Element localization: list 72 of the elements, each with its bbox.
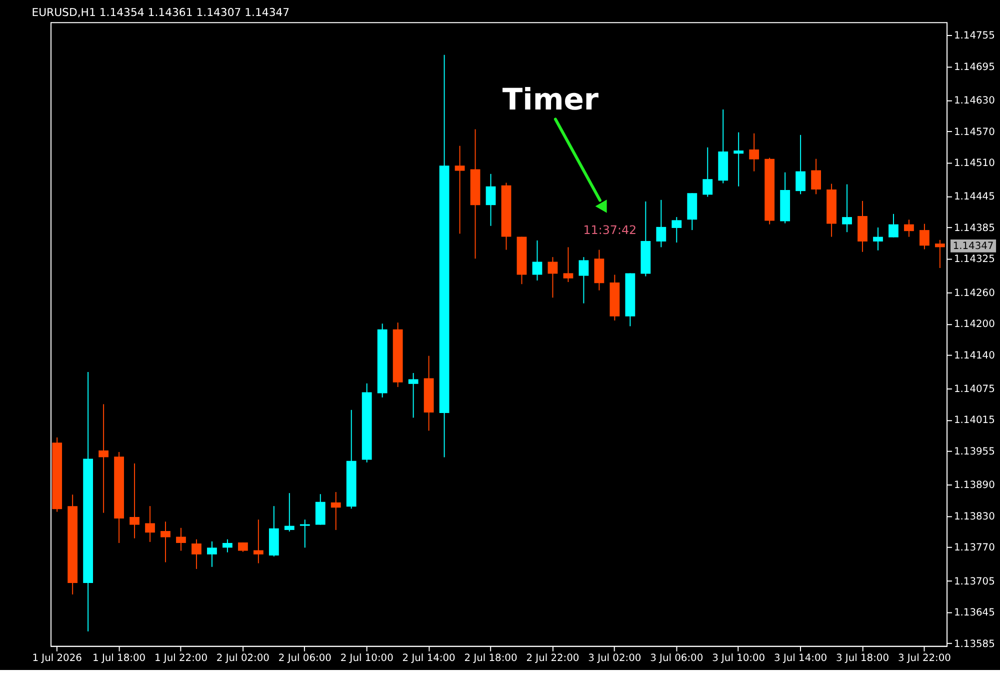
- candlestick: [548, 256, 558, 298]
- candlestick: [734, 132, 744, 187]
- y-tick-label: 1.14075: [954, 384, 995, 396]
- candlestick: [811, 158, 821, 195]
- y-tick-label: 1.14445: [954, 192, 995, 203]
- candlestick: [656, 199, 666, 248]
- candlestick: [486, 173, 496, 226]
- candlestick: [408, 372, 418, 418]
- candlestick: [532, 240, 542, 281]
- candlestick: [920, 223, 930, 250]
- x-tick-label: 3 Jul 10:00: [712, 653, 766, 664]
- y-tick-label: 1.14570: [954, 126, 995, 138]
- x-tick-label: 1 Jul 2026: [32, 653, 82, 664]
- candlestick: [284, 492, 294, 532]
- candlestick: [253, 519, 264, 564]
- x-tick-label: 2 Jul 18:00: [464, 653, 518, 664]
- candlestick: [130, 462, 140, 539]
- candlestick: [98, 404, 108, 514]
- y-tick-label: 1.14385: [954, 222, 995, 234]
- candlestick: [300, 519, 310, 548]
- candlestick: [330, 492, 341, 530]
- y-tick-label: 1.14325: [954, 254, 995, 266]
- candlestick: [160, 521, 170, 563]
- x-tick-label: 2 Jul 02:00: [216, 653, 270, 664]
- candlestick: [749, 132, 760, 172]
- y-tick-label: 1.13705: [954, 576, 995, 588]
- candlestick: [315, 494, 326, 526]
- x-tick-label: 3 Jul 06:00: [650, 653, 704, 664]
- candlestick: [796, 134, 806, 195]
- x-tick-label: 2 Jul 22:00: [526, 653, 580, 664]
- y-tick-label: 1.14510: [954, 158, 995, 169]
- y-tick-label: 1.13585: [954, 638, 995, 650]
- chart-title: EURUSD,H1 1.14354 1.14361 1.14307 1.14347: [32, 6, 290, 20]
- candlestick: [192, 538, 202, 570]
- x-tick-label: 3 Jul 22:00: [898, 653, 951, 664]
- y-tick-label: 1.13890: [954, 480, 995, 492]
- x-tick-label: 1 Jul 18:00: [92, 653, 146, 664]
- candlestick: [563, 246, 574, 283]
- annotation: 11:37:42: [583, 223, 637, 238]
- y-tick-label: 1.14755: [954, 30, 995, 42]
- candlestick: [904, 219, 914, 238]
- x-tick-label: 3 Jul 02:00: [588, 653, 642, 664]
- candlestick: [176, 527, 186, 552]
- x-tick-label: 3 Jul 14:00: [774, 653, 828, 664]
- candlestick: [207, 540, 217, 568]
- y-tick-label: 1.13770: [954, 542, 995, 554]
- text: 1.14347: [952, 240, 994, 252]
- y-tick-label: 1.13955: [954, 446, 995, 458]
- candlestick: [873, 226, 883, 251]
- candlestick: [842, 184, 852, 233]
- x-tick-label: 2 Jul 10:00: [340, 653, 394, 664]
- y-tick-label: 1.14695: [954, 62, 995, 73]
- candlestick: [222, 538, 232, 553]
- x-tick-label: 2 Jul 06:00: [278, 653, 332, 664]
- x-tick-label: 3 Jul 18:00: [836, 653, 890, 664]
- candlestick: [672, 216, 682, 244]
- y-tick-label: 1.13645: [954, 608, 995, 619]
- candlestick: [454, 145, 465, 234]
- candlestick: [145, 506, 155, 542]
- candlestick: [888, 213, 898, 238]
- y-tick-label: 1.14140: [954, 350, 995, 362]
- y-tick-label: 1.14200: [954, 319, 995, 330]
- y-tick-label: 1.14260: [954, 288, 995, 299]
- y-tick-label: 1.14630: [954, 96, 995, 107]
- candlestick: [702, 146, 713, 198]
- x-tick-label: 1 Jul 22:00: [154, 653, 208, 664]
- candlestick: [578, 256, 589, 304]
- y-tick-label: 1.14015: [954, 415, 995, 426]
- x-tick-label: 2 Jul 14:00: [402, 653, 456, 664]
- candlestick: [935, 239, 945, 268]
- y-tick-label: 1.13830: [954, 511, 995, 522]
- annotation: Timer: [502, 82, 599, 118]
